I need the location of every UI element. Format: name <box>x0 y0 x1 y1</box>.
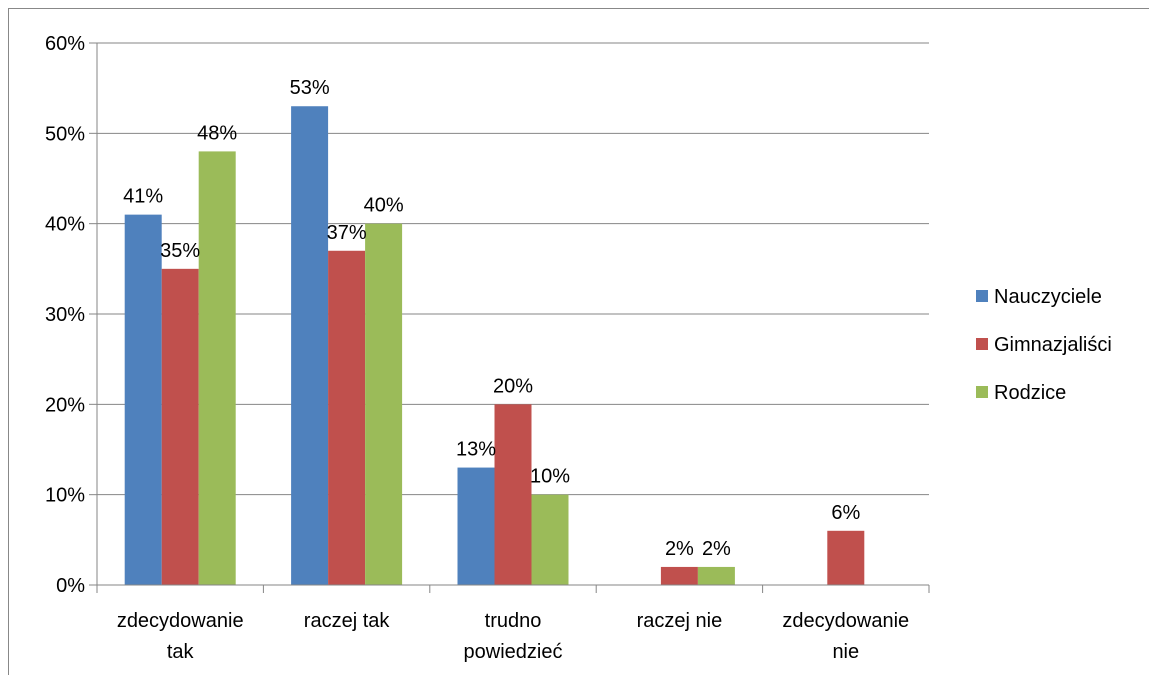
category-label: raczej tak <box>304 610 391 632</box>
y-axis-tick-labels: 0% 10% 20% 30% 40% 50% 60% <box>45 33 85 597</box>
data-label: 2% <box>665 538 694 560</box>
y-tick-label: 60% <box>45 33 85 55</box>
category-label: raczej nie <box>637 610 723 632</box>
data-label: 10% <box>530 466 570 488</box>
data-label: 35% <box>160 240 200 262</box>
data-label: 6% <box>831 502 860 524</box>
bar-rodzice <box>365 223 403 585</box>
legend-swatch <box>976 386 988 398</box>
data-label: 13% <box>456 439 496 461</box>
legend-label: Gimnazjaliści <box>994 334 1112 356</box>
bar-gimnazjaliści <box>494 404 532 585</box>
data-label: 53% <box>290 77 330 99</box>
legend-swatch <box>976 338 988 350</box>
data-label: 37% <box>327 222 367 244</box>
y-tick-label: 0% <box>56 575 85 597</box>
bar-gimnazjaliści <box>660 566 698 585</box>
bar-nauczyciele <box>457 467 495 585</box>
bar-rodzice <box>531 494 569 585</box>
category-label: zdecydowanie <box>117 610 244 632</box>
data-label: 40% <box>364 195 404 217</box>
data-label: 2% <box>702 538 731 560</box>
data-labels: 41% 35% 48% 53% 37% 40% 13% 20% 10% 2% 2% 6% <box>123 77 860 560</box>
legend-swatch <box>976 290 988 302</box>
data-label: 48% <box>197 122 237 144</box>
y-tick-label: 50% <box>45 123 85 145</box>
chart-frame <box>8 8 1149 675</box>
bar-gimnazjaliści <box>328 250 366 585</box>
bar-nauczyciele <box>124 214 162 585</box>
data-label: 20% <box>493 375 533 397</box>
category-label: powiedzieć <box>464 641 563 663</box>
category-label: nie <box>832 641 859 663</box>
data-label: 41% <box>123 186 163 208</box>
legend-label: Rodzice <box>994 382 1066 404</box>
category-label: trudno <box>485 610 542 632</box>
category-label: tak <box>167 641 195 663</box>
y-tick-label: 20% <box>45 394 85 416</box>
bar-rodzice <box>198 151 236 585</box>
bars <box>124 106 865 585</box>
legend: Nauczyciele Gimnazjaliści Rodzice <box>976 286 1112 404</box>
bar-gimnazjaliści <box>827 530 865 585</box>
x-axis-category-labels: zdecydowanie tak raczej tak trudno powiedzie… <box>117 610 909 663</box>
y-tick-label: 30% <box>45 304 85 326</box>
category-label: zdecydowanie <box>782 610 909 632</box>
legend-label: Nauczyciele <box>994 286 1102 308</box>
bar-rodzice <box>697 566 735 585</box>
y-tick-label: 10% <box>45 485 85 507</box>
y-tick-label: 40% <box>45 214 85 236</box>
axes <box>89 42 930 593</box>
bar-nauczyciele <box>291 106 329 585</box>
bar-gimnazjaliści <box>161 268 199 585</box>
